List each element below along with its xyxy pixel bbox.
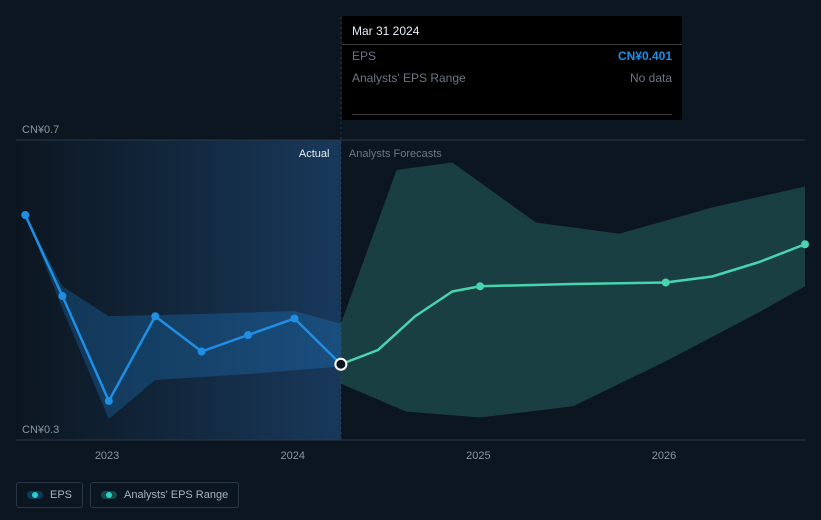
- tooltip-range-value: No data: [630, 71, 672, 85]
- legend-label-eps: EPS: [50, 489, 72, 501]
- x-axis-label: 2023: [95, 450, 119, 462]
- y-axis-label-top: CN¥0.7: [22, 124, 59, 136]
- region-label-actual: Actual: [299, 148, 330, 160]
- x-axis-label: 2024: [280, 450, 304, 462]
- tooltip-divider: [352, 114, 672, 115]
- tooltip-eps-value: CN¥0.401: [618, 49, 672, 63]
- tooltip-row-range: Analysts' EPS Range No data: [342, 67, 682, 89]
- region-label-forecast: Analysts Forecasts: [349, 148, 442, 160]
- legend-swatch-range: [101, 491, 117, 499]
- tooltip-row-eps: EPS CN¥0.401: [342, 45, 682, 67]
- legend-label-range: Analysts' EPS Range: [124, 489, 228, 501]
- x-axis-label: 2025: [466, 450, 490, 462]
- chart-container: Mar 31 2024 EPS CN¥0.401 Analysts' EPS R…: [0, 0, 821, 520]
- tooltip-eps-label: EPS: [352, 49, 376, 63]
- legend-swatch-eps: [27, 491, 43, 499]
- legend: EPS Analysts' EPS Range: [16, 482, 239, 508]
- x-axis-label: 2026: [652, 450, 676, 462]
- legend-item-eps[interactable]: EPS: [16, 482, 83, 508]
- y-axis-label-bottom: CN¥0.3: [22, 424, 59, 436]
- tooltip-range-label: Analysts' EPS Range: [352, 71, 466, 85]
- tooltip: Mar 31 2024 EPS CN¥0.401 Analysts' EPS R…: [342, 16, 682, 120]
- tooltip-date: Mar 31 2024: [342, 16, 682, 45]
- legend-item-range[interactable]: Analysts' EPS Range: [90, 482, 239, 508]
